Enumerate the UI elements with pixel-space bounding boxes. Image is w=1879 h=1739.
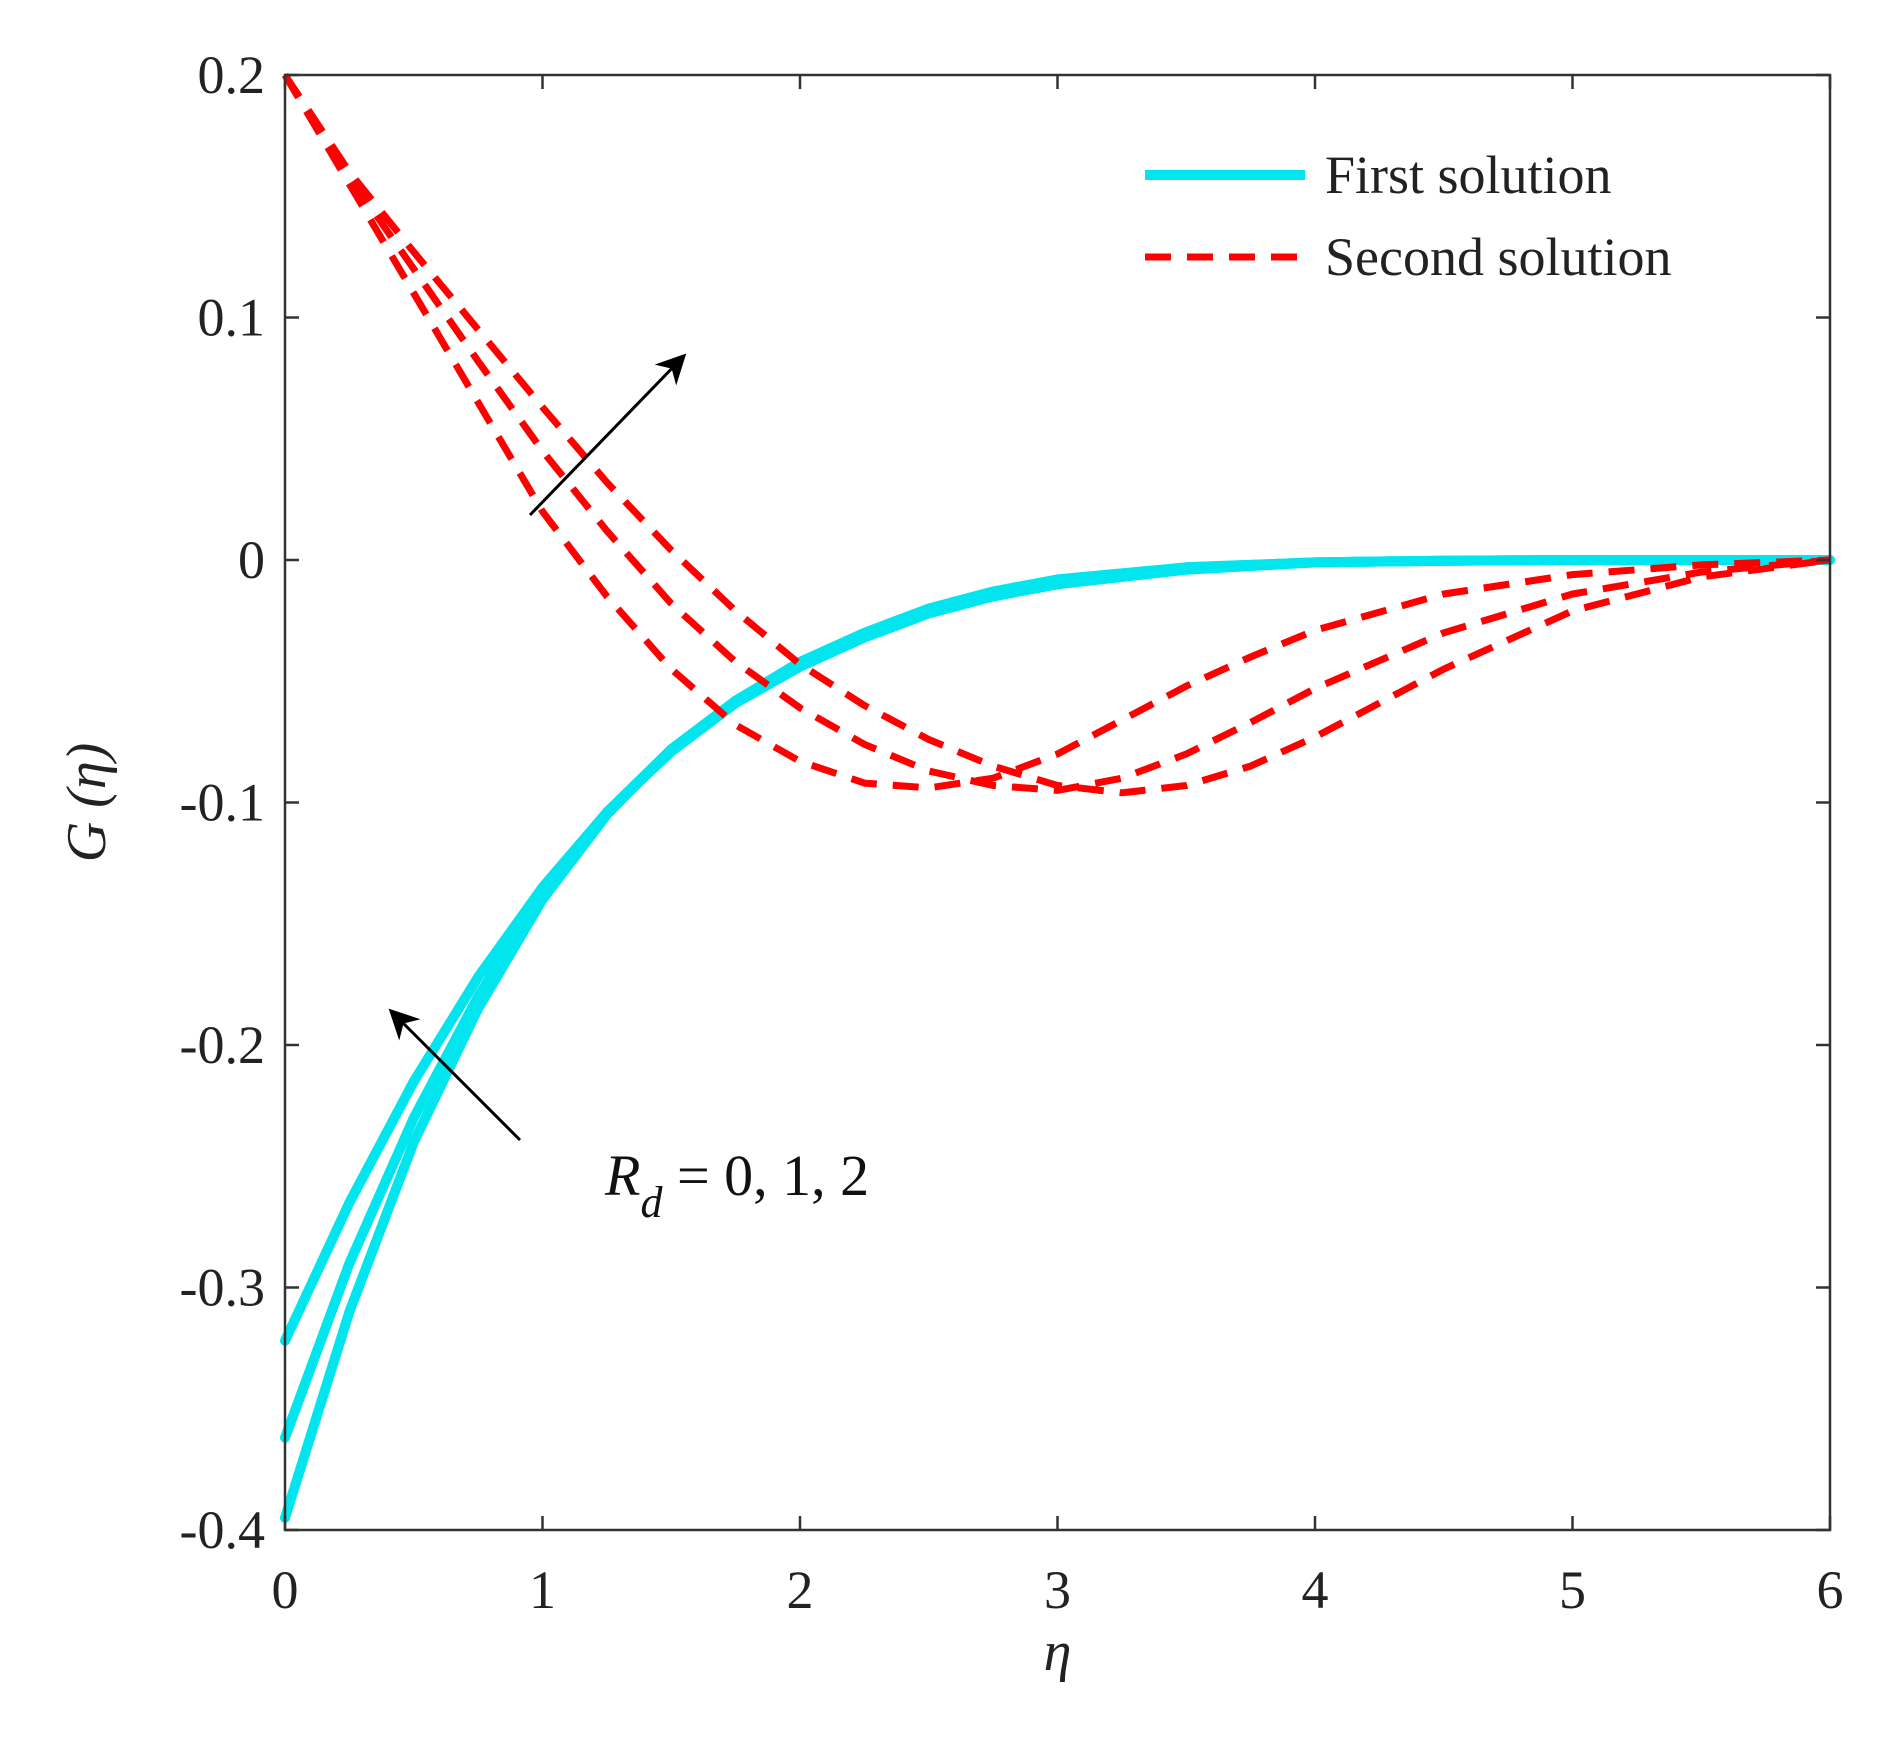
y-tick-label: 0.2: [198, 45, 266, 105]
annotation-values: = 0, 1, 2: [662, 1143, 869, 1208]
legend: First solution Second solution: [1145, 145, 1672, 287]
series-line-second-1: [282, 73, 1831, 794]
annotation-subscript: d: [640, 1178, 663, 1227]
plot-frame: [283, 73, 1832, 1532]
ticks-layer: [283, 73, 1832, 1532]
y-tick-label: -0.3: [180, 1258, 265, 1318]
x-tick-label: 5: [1559, 1560, 1586, 1620]
y-axis-label: G (η): [56, 743, 118, 863]
parameter-annotation: Rd = 0, 1, 2: [604, 1143, 869, 1227]
y-tick-label: 0: [238, 530, 265, 590]
x-tick-label: 2: [787, 1560, 814, 1620]
trend-arrow-second-solution: [528, 353, 687, 517]
y-tick-label: 0.1: [198, 288, 266, 348]
series-line-second-0: [281, 73, 1831, 792]
x-tick-label: 1: [529, 1560, 556, 1620]
trend-arrow-first-solution: [388, 1008, 522, 1142]
x-tick-label: 3: [1044, 1560, 1071, 1620]
x-tick-label: 6: [1817, 1560, 1844, 1620]
series-layer: [280, 73, 1835, 1523]
series-line-second-2: [282, 73, 1831, 797]
y-tick-label: -0.4: [180, 1500, 265, 1560]
x-tick-label: 0: [272, 1560, 299, 1620]
x-tick-label: 4: [1302, 1560, 1329, 1620]
x-axis-label: η: [1044, 1621, 1072, 1683]
legend-label-second-solution: Second solution: [1325, 227, 1672, 287]
y-tick-label: -0.2: [180, 1015, 265, 1075]
y-tick-label: -0.1: [180, 773, 265, 833]
series-line-first-1: [280, 555, 1835, 1443]
annotation-symbol: R: [604, 1143, 640, 1208]
series-line-first-2: [280, 555, 1835, 1346]
tick-labels-layer: 0 1 2 3 4 5 6 -0.4 -0.3 -0.2 -0.1 0 0.1 0.2: [180, 45, 1844, 1620]
legend-label-first-solution: First solution: [1325, 145, 1612, 205]
series-line-first-0: [280, 555, 1835, 1523]
